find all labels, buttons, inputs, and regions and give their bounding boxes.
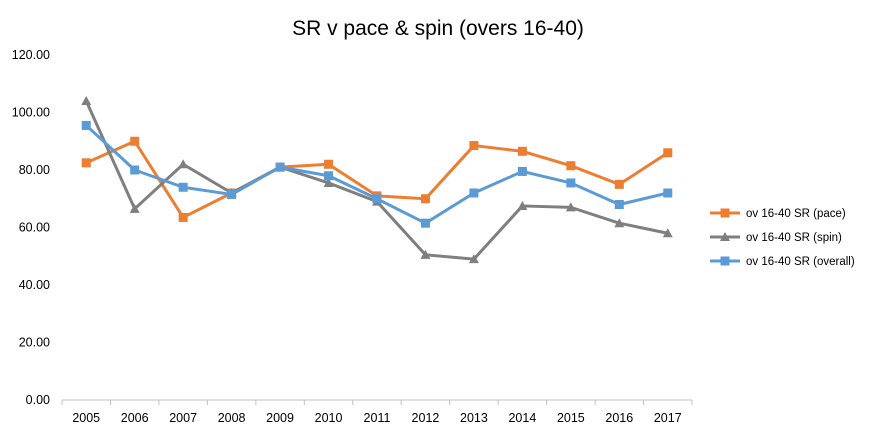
x-tick-label: 2006 — [121, 411, 149, 425]
axes: 2005 2006 2007 2008 2009 2010 2011 2012 2013 2014… — [12, 48, 693, 425]
square-marker — [130, 165, 140, 175]
square-marker — [324, 159, 334, 169]
x-tick-label: 2011 — [364, 411, 391, 425]
x-tick-label: 2015 — [557, 411, 585, 425]
legend-label: ov 16-40 SR (overall) — [746, 256, 855, 268]
legend-item: ov 16-40 SR (overall) — [710, 256, 855, 268]
triangle-marker — [468, 254, 479, 264]
square-marker — [720, 208, 730, 218]
square-marker — [178, 212, 188, 222]
series-layer — [81, 96, 673, 264]
square-marker — [130, 136, 140, 146]
y-tick-label: 60.00 — [19, 221, 50, 235]
square-marker — [663, 188, 673, 198]
legend-label: ov 16-40 SR (pace) — [746, 208, 846, 220]
x-tick-label: 2016 — [605, 411, 633, 425]
y-tick-label: 0.00 — [26, 393, 50, 407]
x-tick-label: 2017 — [654, 411, 682, 425]
triangle-marker — [614, 218, 625, 228]
triangle-marker — [662, 228, 673, 238]
x-tick-label: 2013 — [460, 411, 488, 425]
square-marker — [178, 182, 188, 192]
square-marker — [324, 171, 334, 181]
series-ov-16-40-sr-overall — [81, 120, 673, 228]
square-marker — [420, 194, 430, 204]
square-marker — [517, 146, 527, 156]
triangle-marker — [323, 177, 334, 187]
triangle-marker — [178, 159, 189, 169]
square-marker — [420, 218, 430, 228]
x-tick-label: 2005 — [72, 411, 100, 425]
y-tick-label: 80.00 — [19, 163, 50, 177]
square-marker — [275, 162, 285, 172]
square-marker — [81, 158, 91, 168]
legend-item: ov 16-40 SR (pace) — [710, 208, 846, 220]
legend-item: ov 16-40 SR (spin) — [710, 232, 842, 244]
triangle-marker — [81, 96, 92, 105]
square-marker — [614, 179, 624, 189]
x-tick-label: 2014 — [508, 411, 536, 425]
chart-title: SR v pace & spin (overs 16-40) — [292, 17, 584, 40]
square-marker — [720, 256, 730, 266]
y-tick-label: 40.00 — [19, 278, 50, 292]
x-tick-label: 2012 — [412, 411, 440, 425]
triangle-marker — [420, 249, 431, 259]
y-tick-label: 120.00 — [12, 48, 50, 62]
series-ov-16-40-sr-pace — [81, 136, 673, 222]
square-marker — [517, 166, 527, 176]
x-tick-label: 2008 — [218, 411, 246, 425]
square-marker — [227, 189, 237, 199]
legend: ov 16-40 SR (pace) ov 16-40 SR (spin) ov 1… — [710, 208, 855, 268]
square-marker — [469, 188, 479, 198]
square-marker — [81, 120, 91, 130]
triangle-marker — [720, 232, 730, 241]
square-marker — [614, 200, 624, 209]
x-tick-label: 2010 — [315, 411, 343, 425]
series-line — [85, 139, 669, 219]
x-tick-label: 2007 — [169, 411, 197, 425]
square-marker — [566, 178, 576, 188]
square-marker — [566, 161, 576, 171]
triangle-marker — [517, 200, 528, 210]
triangle-marker — [565, 202, 576, 212]
square-marker — [372, 194, 382, 204]
y-tick-label: 100.00 — [12, 106, 50, 120]
square-marker — [469, 141, 479, 151]
y-tick-label: 20.00 — [19, 336, 50, 350]
legend-label: ov 16-40 SR (spin) — [746, 232, 842, 244]
triangle-marker — [129, 203, 140, 213]
series-ov-16-40-sr-spin — [81, 96, 673, 264]
square-marker — [663, 148, 673, 158]
x-tick-label: 2009 — [266, 411, 294, 425]
series-line — [84, 100, 669, 261]
